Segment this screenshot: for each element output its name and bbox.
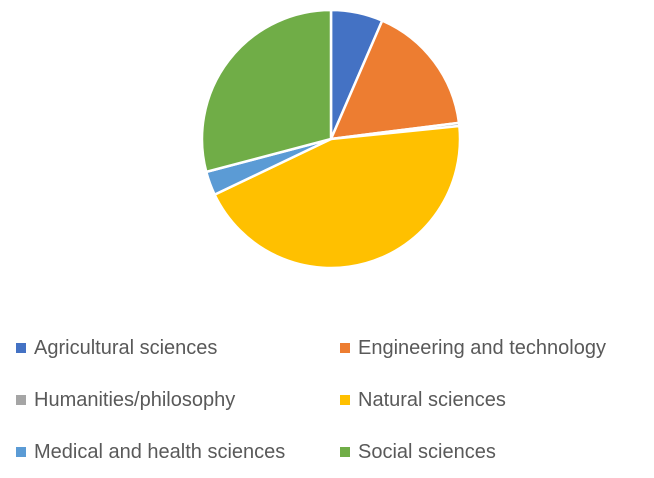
legend-swatch xyxy=(16,447,26,457)
legend-row: Agricultural sciences Engineering and te… xyxy=(16,322,654,374)
legend-swatch xyxy=(16,395,26,405)
legend-label: Natural sciences xyxy=(358,389,506,411)
legend-item-engineering-and-technology: Engineering and technology xyxy=(340,338,606,358)
legend-label: Engineering and technology xyxy=(358,337,606,359)
pie-chart: Agricultural sciences Engineering and te… xyxy=(16,8,606,462)
legend-swatch xyxy=(340,447,350,457)
pie-slice-engineering-and-technology xyxy=(329,19,461,141)
legend-item-agricultural-sciences: Agricultural sciences xyxy=(16,338,340,358)
legend-swatch xyxy=(340,343,350,353)
pie-slice-natural-sciences xyxy=(213,124,462,270)
legend-label: Medical and health sciences xyxy=(34,441,286,463)
legend: Agricultural sciences Engineering and te… xyxy=(16,322,654,478)
legend-item-medical-and-health-sciences: Medical and health sciences xyxy=(16,442,340,462)
legend-item-social-sciences: Social sciences xyxy=(340,442,496,462)
legend-row: Medical and health sciences Social scien… xyxy=(16,426,654,478)
pie-slice-social-sciences xyxy=(200,8,333,174)
legend-row: Humanities/philosophy Natural sciences xyxy=(16,374,654,426)
legend-label: Social sciences xyxy=(358,441,496,463)
legend-label: Agricultural sciences xyxy=(34,337,218,359)
legend-swatch xyxy=(16,343,26,353)
legend-label: Humanities/philosophy xyxy=(34,389,236,411)
legend-item-humanities-philosophy: Humanities/philosophy xyxy=(16,390,340,410)
pie-plot-area xyxy=(200,8,462,270)
legend-item-natural-sciences: Natural sciences xyxy=(340,390,506,410)
legend-swatch xyxy=(340,395,350,405)
